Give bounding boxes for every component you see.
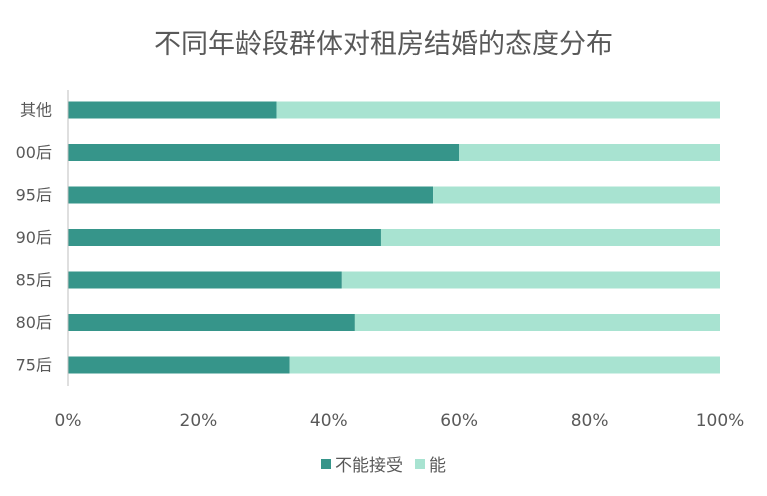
bar-can-4 <box>341 271 720 289</box>
category-label: 80后 <box>16 313 52 332</box>
bar-cannot-accept-0 <box>68 101 277 119</box>
bars-group <box>68 101 720 374</box>
x-tick-label: 60% <box>440 411 478 431</box>
bar-cannot-accept-6 <box>68 356 290 374</box>
bar-cannot-accept-5 <box>68 314 355 331</box>
legend-item: 能 <box>415 451 446 476</box>
bar-can-1 <box>459 144 720 161</box>
legend-swatch <box>415 458 425 469</box>
bar-can-2 <box>433 186 720 204</box>
category-labels: 其他 00后 95后 90后 85后 80后 75后 <box>16 101 52 375</box>
x-tick-label: 20% <box>180 411 218 431</box>
chart-title: 不同年龄段群体对租房结婚的态度分布 <box>154 29 613 60</box>
category-label: 85后 <box>16 271 52 290</box>
legend-label: 不能接受 <box>335 456 403 476</box>
bar-can-0 <box>276 101 720 119</box>
legend-item: 不能接受 <box>321 451 403 476</box>
x-tick-labels: 0% 20% 40% 60% 80% 100% <box>55 411 745 431</box>
category-label: 75后 <box>16 356 52 375</box>
x-tick-label: 80% <box>571 411 609 431</box>
x-tick-label: 100% <box>696 411 745 431</box>
bar-cannot-accept-1 <box>68 144 460 161</box>
category-label: 其他 <box>20 101 52 120</box>
bar-can-6 <box>289 356 720 374</box>
bar-cannot-accept-2 <box>68 186 434 204</box>
bar-cannot-accept-4 <box>68 271 342 289</box>
bar-can-5 <box>354 314 720 331</box>
category-label: 95后 <box>16 186 52 205</box>
category-label: 00后 <box>16 143 52 162</box>
legend-swatch <box>321 458 331 469</box>
legend: 不能接受 能 <box>0 451 767 476</box>
bar-cannot-accept-3 <box>68 229 381 246</box>
bar-can-3 <box>380 229 720 246</box>
x-tick-label: 0% <box>55 411 82 431</box>
x-tick-label: 40% <box>310 411 348 431</box>
legend-label: 能 <box>429 456 446 476</box>
category-label: 90后 <box>16 228 52 247</box>
